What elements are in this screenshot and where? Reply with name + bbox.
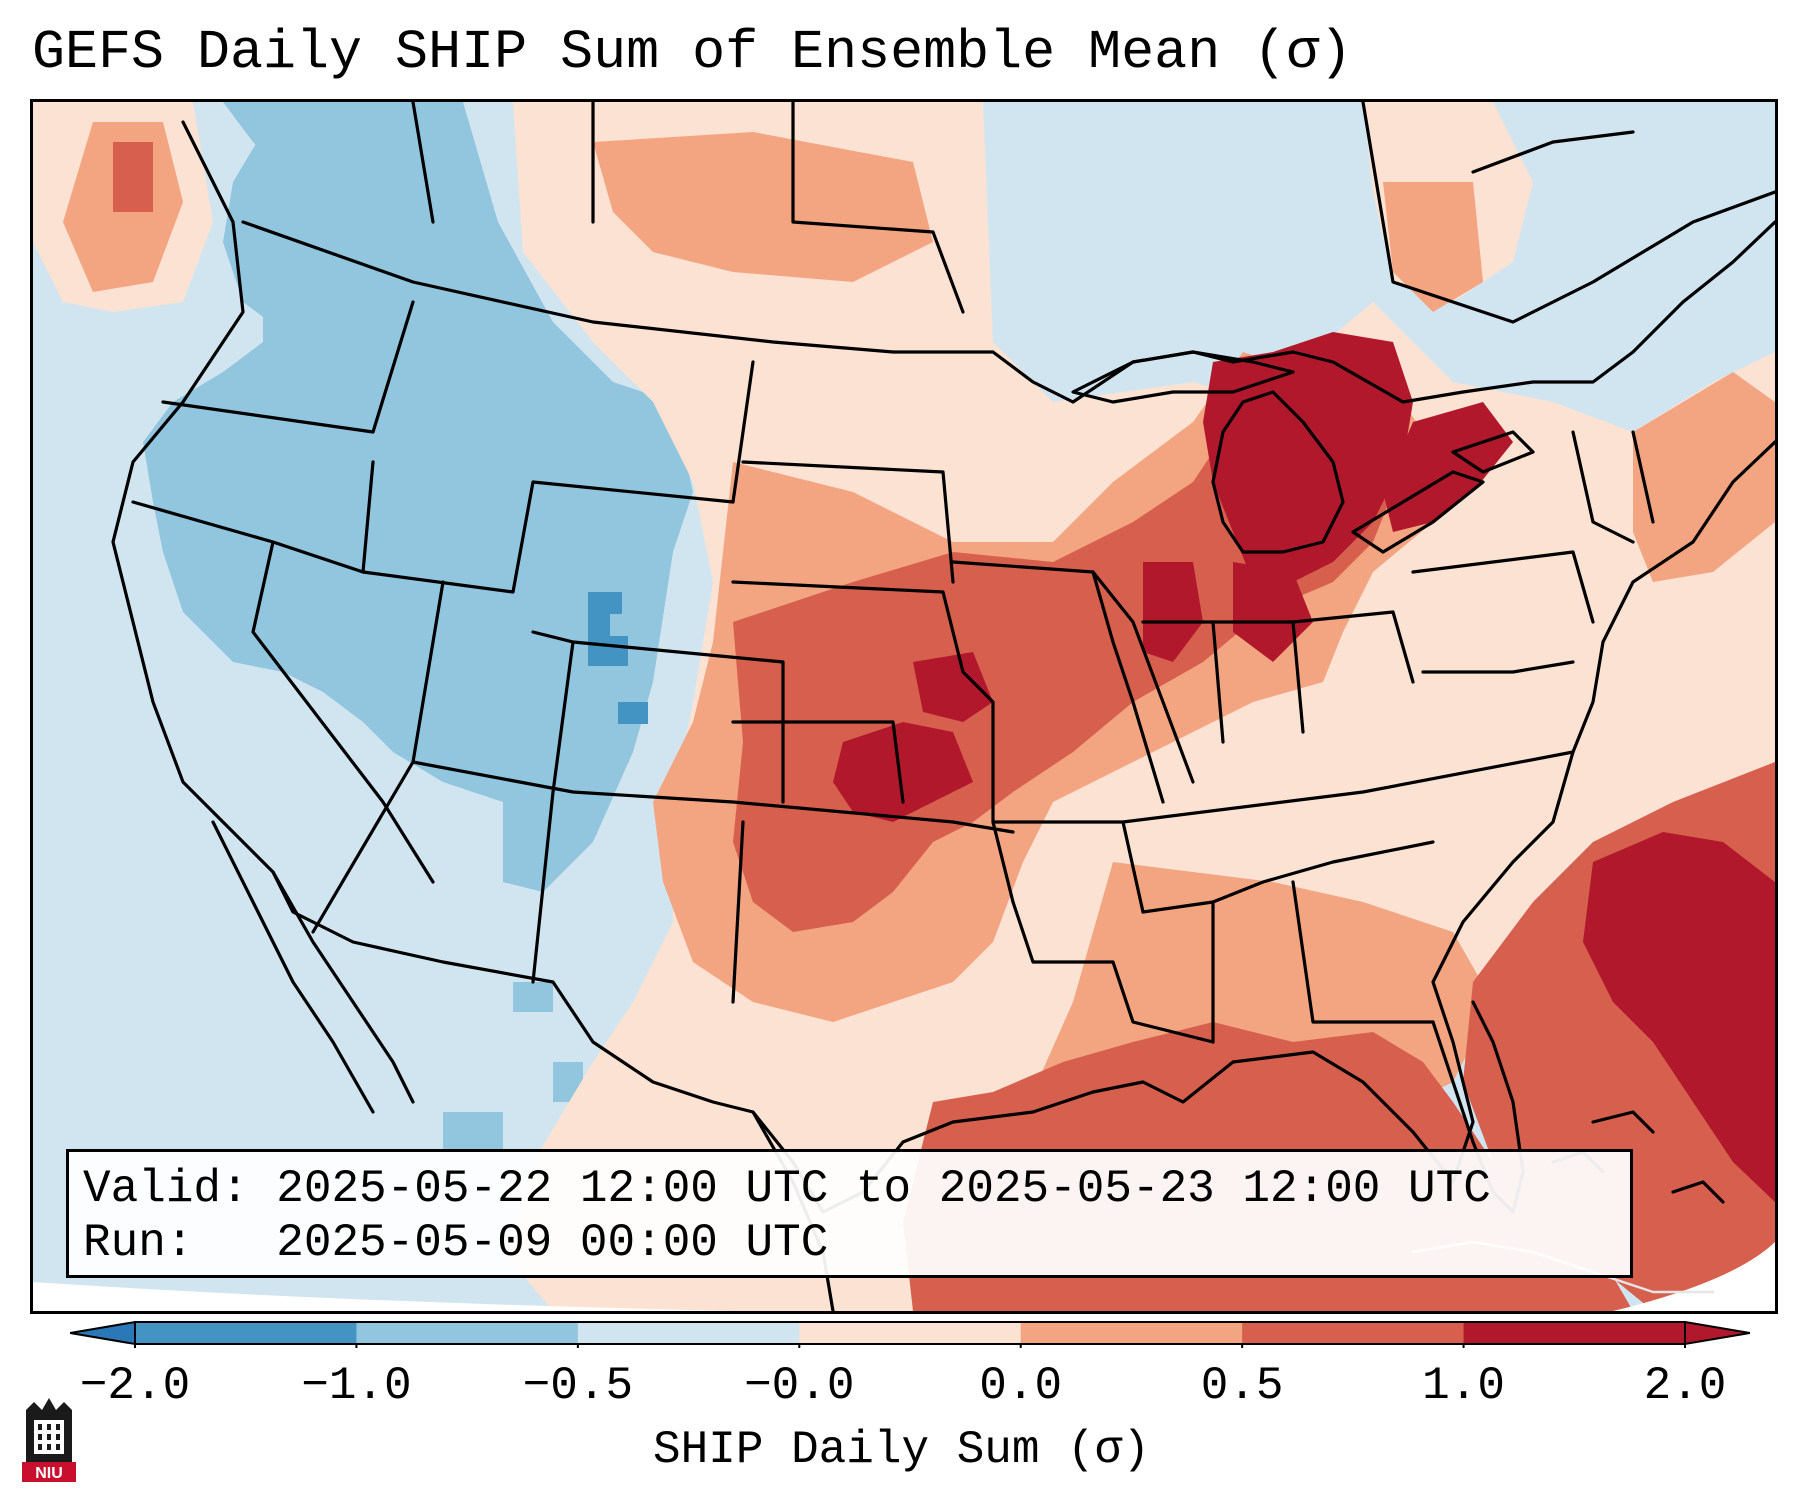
us-outline [111,120,1775,1214]
logo-badge [22,1462,76,1482]
colorbar-tick-label: −0.5 [522,1360,634,1412]
state-line [1411,550,1595,624]
state-line [731,820,745,1004]
lake-superior [1071,350,1295,404]
state-line [411,760,1015,834]
projection-edge [1613,1242,1775,1311]
run-time-text: Run: 2025-05-09 00:00 UTC [83,1217,829,1269]
projection-edge [33,1282,733,1311]
state-line [1141,840,1435,914]
mexico-weak-negative-patch [513,982,553,1012]
mexico-weak-negative-patch [443,1112,503,1152]
lake-ontario [1451,430,1535,474]
canada-province-line [1471,130,1635,174]
state-line [531,630,575,984]
ship-map [33,102,1775,1311]
state-line [741,460,955,584]
map-panel [30,99,1778,1314]
canada-border [241,220,1775,404]
state-line [361,360,755,594]
state-line [251,540,435,884]
chart-title: GEFS Daily SHIP Sum of Ensemble Mean (σ) [32,21,1353,84]
colorbar-tick-label: −1.0 [301,1360,412,1412]
michigan-outline [1211,390,1345,554]
colorbar-tick-label: −0.0 [744,1360,855,1412]
state-line [731,720,905,804]
colorado-mid-negative-cell [588,614,610,636]
canada-province-line [411,102,435,224]
state-line [951,560,1165,804]
pacific-northwest-weak-area [223,132,413,332]
state-line [731,580,1015,904]
state-line [1121,750,1575,824]
valid-time-text: Valid: 2025-05-22 12:00 UTC to 2025-05-2… [83,1163,1491,1215]
colorbar [70,1320,1750,1348]
state-line [1631,430,1655,524]
state-line [1571,430,1635,544]
colorbar-tick-label: 1.0 [1422,1360,1505,1412]
colorbar-segment [135,1322,357,1344]
colorbar-segment [799,1322,1022,1344]
colorbar-tick-label: 2.0 [1643,1360,1727,1412]
great-lakes-strong-positive-area [1203,332,1413,582]
state-line [161,300,415,434]
kansas-strong-positive-area [913,652,993,722]
state-line [131,460,375,574]
bahamas-island [1671,1180,1725,1204]
illinois-strong-positive-area [1143,562,1203,662]
bahamas-island [1591,1110,1655,1134]
run-info-box: Valid: 2025-05-22 12:00 UTC to 2025-05-2… [66,1149,1633,1278]
canada-province-line [791,102,965,314]
colorbar-segment [1463,1322,1686,1344]
dakotas-weak-positive-area [593,132,933,282]
colorbar-segment [1020,1322,1243,1344]
baja-coast [211,820,375,1114]
canada-province-line [1361,102,1775,324]
alaska-strong-positive-cell [113,142,153,212]
niu-logo: NIU [22,1398,76,1482]
colorbar-segment [356,1322,579,1344]
colorbar-frame [134,1321,1686,1345]
oklahoma-strong-positive-area [833,722,973,822]
baja-outline [271,870,415,1104]
lake-erie-strong-positive-area [1383,402,1513,532]
lake-erie [1351,470,1485,554]
state-line [1011,900,1215,1044]
state-line [1291,880,1435,1024]
colorbar-label: SHIP Daily Sum (σ) [653,1424,1150,1476]
colorbar-tick-label: −2.0 [79,1360,191,1412]
colorado-mid-negative-cell [618,702,648,724]
state-line [1091,570,1195,784]
colorbar-extend-high [1684,1320,1750,1346]
state-line [1421,660,1575,674]
ontario-weak-positive-area [1383,182,1483,312]
colorbar-tick-label: 0.0 [979,1360,1063,1412]
colorbar-segment [577,1322,800,1344]
atlantic-strong-positive-area [1583,832,1775,1202]
colorado-mid-negative-cell [588,636,628,666]
new-england-weak-positive-area [1633,372,1775,582]
state-line [571,640,785,804]
colorbar-extend-low [70,1320,136,1346]
state-line [1291,610,1415,684]
colorbar-tick-label: 0.5 [1200,1360,1284,1412]
logo-text: NIU [35,1465,63,1482]
colorbar-segment [1242,1322,1465,1344]
colorado-mid-negative-cell [588,592,622,614]
